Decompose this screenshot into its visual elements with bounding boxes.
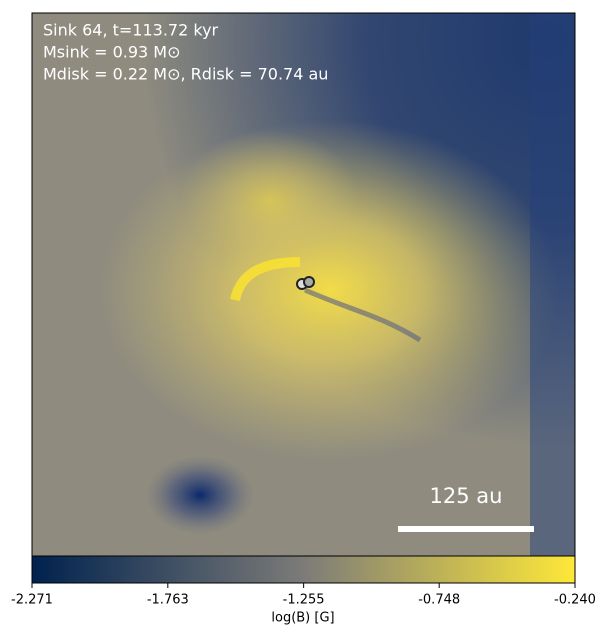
annotation: Msink = 0.93 M⊙ xyxy=(43,43,181,62)
colorbar-tick-label: -2.271 xyxy=(11,593,53,608)
scale-bar-label: 125 au xyxy=(430,484,503,508)
colorbar xyxy=(31,555,576,584)
annotation: Sink 64, t=113.72 kyr xyxy=(43,21,219,40)
colorbar-tick-label: -0.240 xyxy=(554,593,596,608)
colorbar-tick-label: -0.748 xyxy=(418,593,460,608)
colorbar-tick-label: -1.255 xyxy=(283,593,325,608)
field-map xyxy=(32,13,575,556)
colorbar-label: log(B) [G] xyxy=(271,611,334,626)
annotation: Mdisk = 0.22 M⊙, Rdisk = 70.74 au xyxy=(43,65,328,84)
colorbar-tick-label: -1.763 xyxy=(147,593,189,608)
